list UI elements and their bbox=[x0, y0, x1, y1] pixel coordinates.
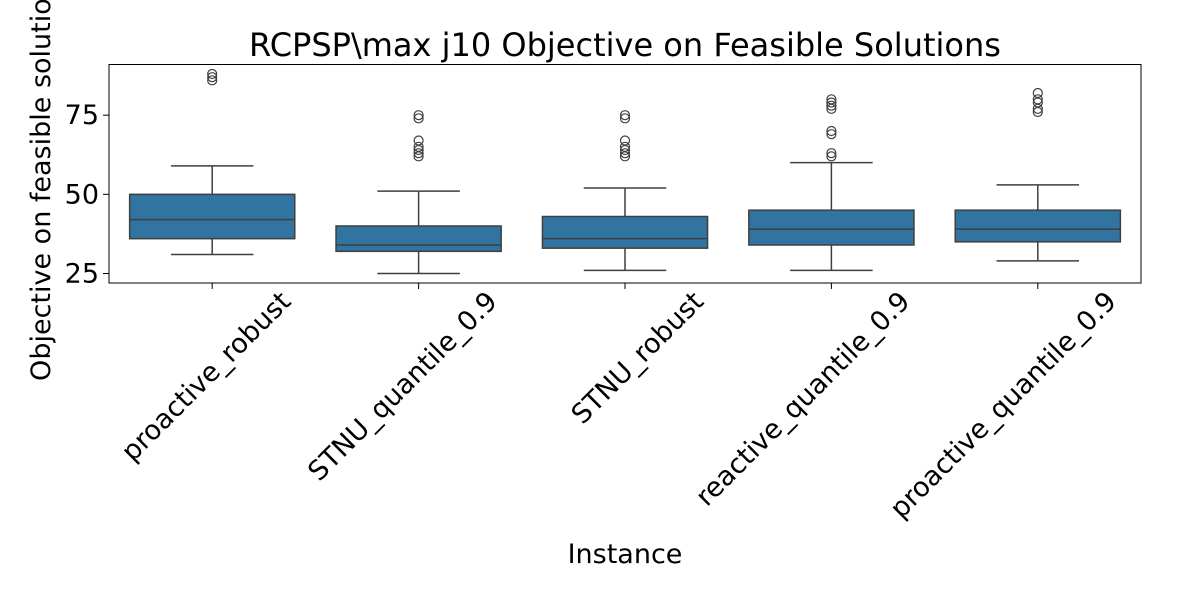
y-tick-label: 50 bbox=[65, 179, 99, 210]
outlier-point bbox=[207, 75, 218, 86]
box-group bbox=[541, 110, 709, 272]
box-iqr bbox=[748, 209, 915, 246]
y-axis: 25 50 75 bbox=[65, 100, 109, 290]
outlier-point bbox=[413, 110, 424, 121]
outlier-point bbox=[413, 135, 424, 146]
outlier-point bbox=[619, 110, 631, 121]
outlier-point bbox=[413, 148, 424, 159]
outlier-point bbox=[207, 72, 218, 83]
outlier-point bbox=[1032, 87, 1043, 99]
outlier-point bbox=[826, 151, 837, 162]
x-axis-label: Instance bbox=[568, 539, 683, 570]
y-axis-label: Objective on feasible solutions bbox=[26, 0, 57, 381]
x-tick-label: proactive_robust bbox=[116, 286, 297, 467]
box-iqr bbox=[541, 215, 709, 249]
x-axis: proactive_robust STNU_quantile_0.9 STNU_ro… bbox=[116, 283, 1123, 525]
x-tick-label: proactive_quantile_0.9 bbox=[884, 286, 1122, 524]
x-tick-label: STNU_quantile_0.9 bbox=[302, 286, 503, 487]
boxes-layer bbox=[128, 68, 1122, 275]
outlier-point bbox=[207, 68, 218, 80]
outlier-point bbox=[826, 125, 837, 137]
outlier-point bbox=[826, 148, 837, 159]
outlier-point bbox=[619, 113, 631, 124]
box-group bbox=[748, 94, 915, 272]
box-iqr bbox=[335, 225, 502, 253]
outlier-point bbox=[413, 113, 424, 124]
x-tick-label: reactive_quantile_0.9 bbox=[690, 286, 916, 512]
outlier-point bbox=[826, 100, 837, 111]
chart-title: RCPSP\max j10 Objective on Feasible Solu… bbox=[249, 26, 1001, 64]
box-group bbox=[335, 110, 502, 275]
outlier-point bbox=[619, 141, 631, 152]
outlier-point bbox=[826, 94, 837, 105]
outlier-point bbox=[1032, 94, 1043, 105]
x-tick-label: STNU_robust bbox=[566, 286, 710, 430]
outlier-point bbox=[619, 135, 631, 146]
box-group bbox=[954, 87, 1122, 262]
box-iqr bbox=[954, 209, 1122, 243]
box-iqr bbox=[128, 193, 296, 240]
outlier-point bbox=[619, 148, 631, 159]
y-tick-label: 75 bbox=[65, 100, 99, 131]
box-group bbox=[128, 68, 296, 256]
y-tick-label: 25 bbox=[65, 259, 99, 290]
outlier-point bbox=[413, 141, 424, 152]
outlier-point bbox=[826, 129, 837, 140]
outlier-point bbox=[826, 97, 837, 108]
